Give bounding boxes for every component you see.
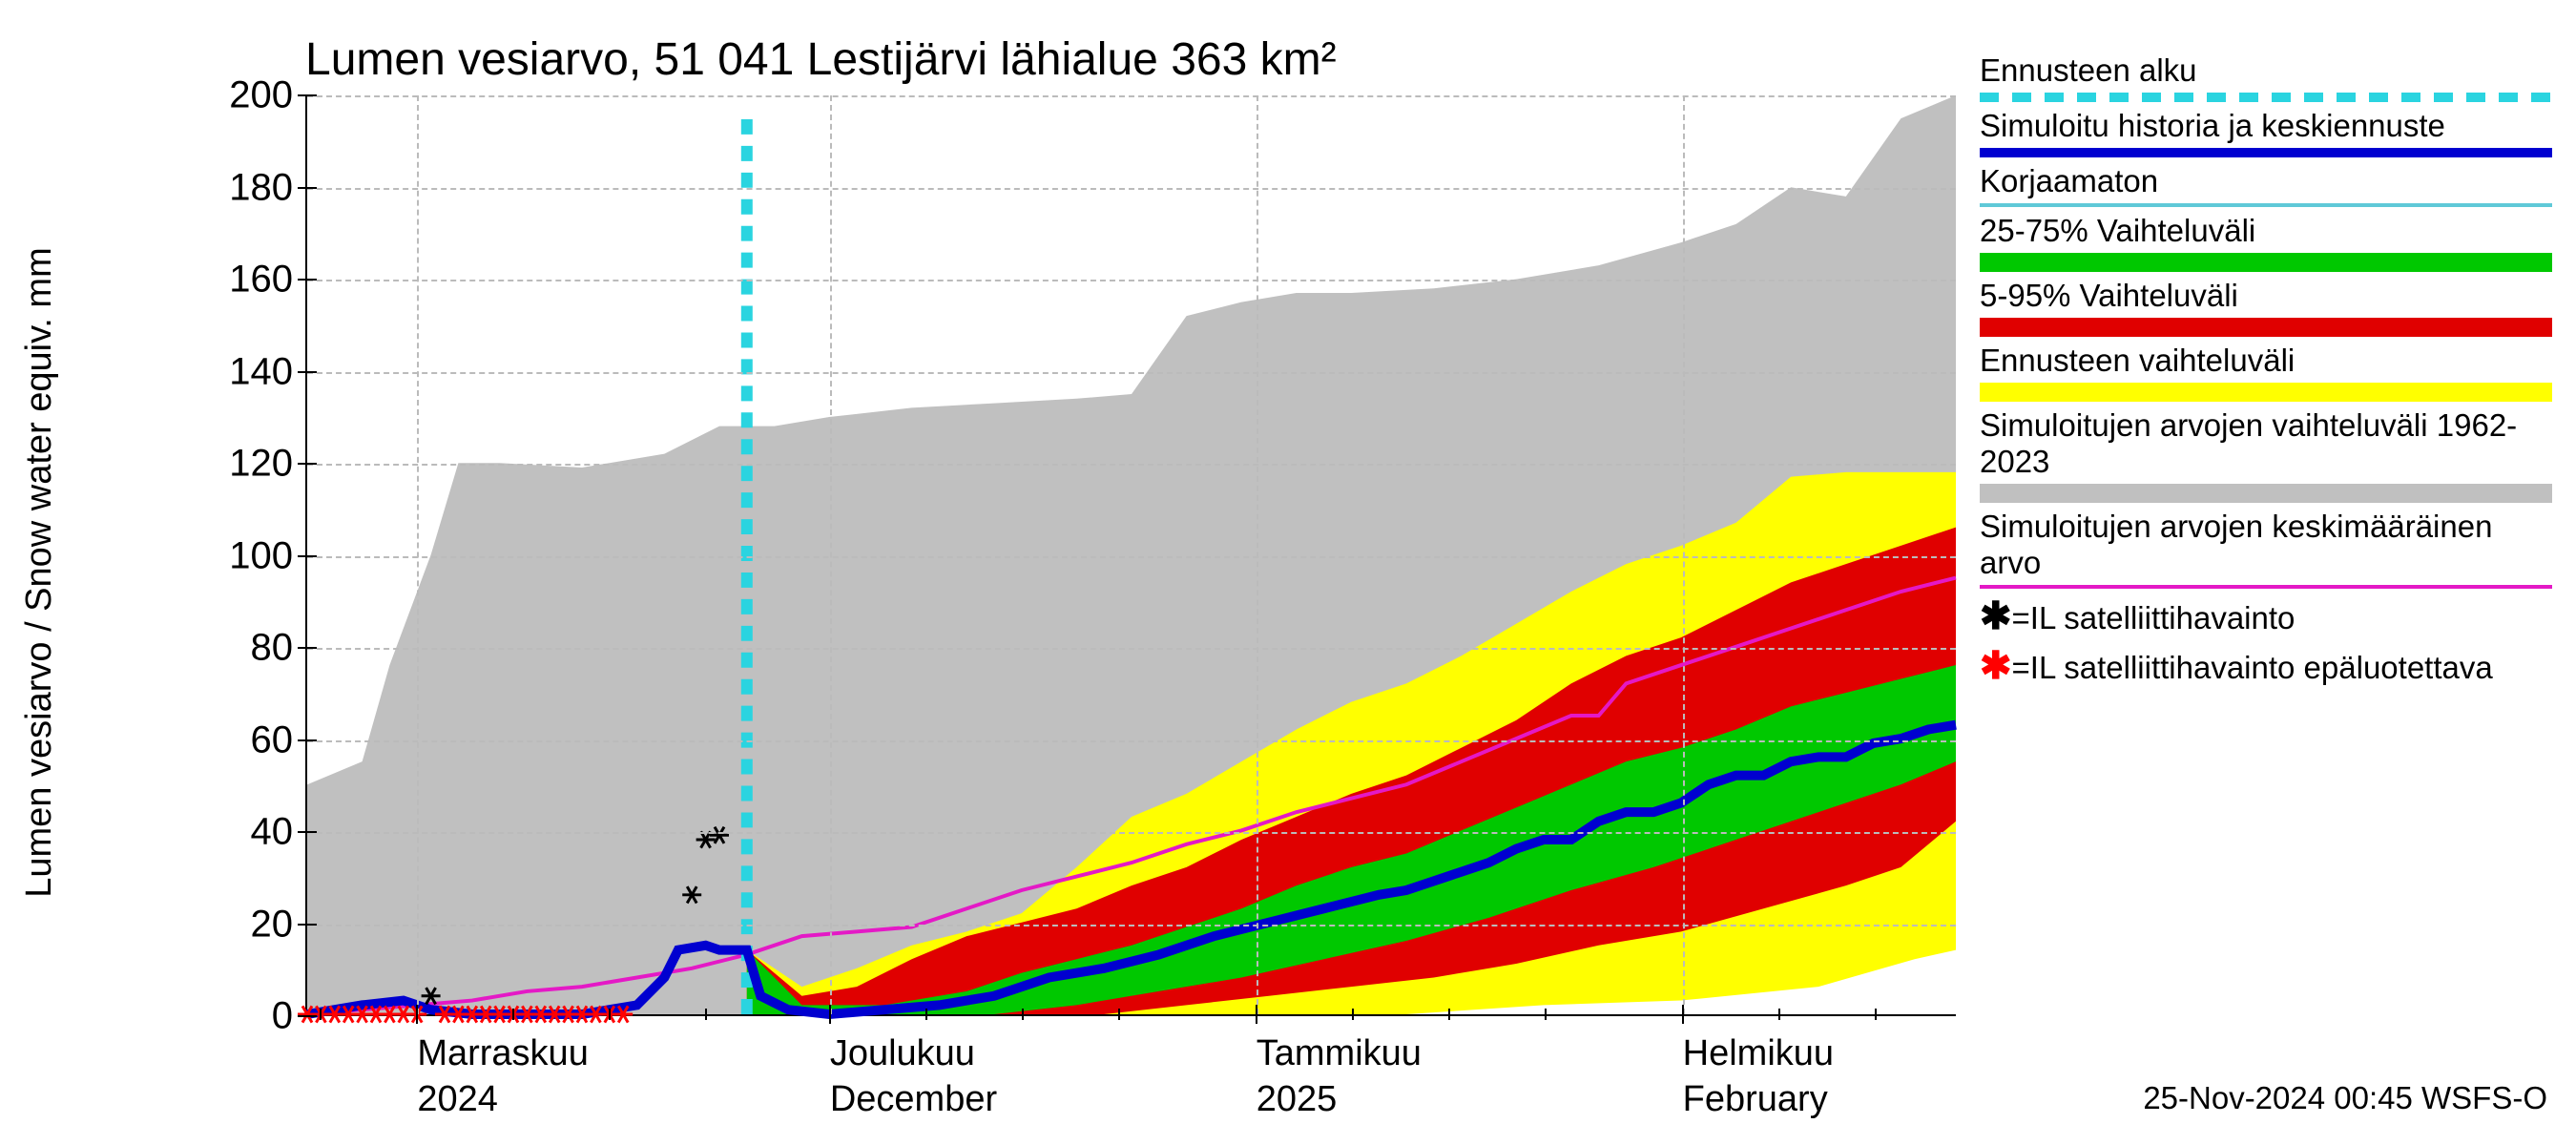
gridline-h [307,740,1956,742]
chart-title: Lumen vesiarvo, 51 041 Lestijärvi lähial… [305,33,1337,86]
y-tick-label: 140 [229,350,293,393]
legend-label: Simuloitujen arvojen vaihteluväli 1962-2… [1980,407,2552,480]
legend-item: Ennusteen alku [1980,52,2552,102]
y-tick [298,371,317,373]
x-tick [1682,1005,1684,1024]
legend-marker-icon: ✱ [1980,645,2012,687]
gridline-v [1257,95,1258,1014]
y-tick-label: 0 [272,995,293,1038]
legend-label: 25-75% Vaihteluväli [1980,213,2552,249]
y-tick-label: 200 [229,74,293,117]
gridline-h [307,648,1956,650]
legend-swatch [1980,484,2552,503]
legend-item: 5-95% Vaihteluväli [1980,278,2552,337]
y-axis-label: Lumen vesiarvo / Snow water equiv. mm [19,247,60,897]
legend-swatch [1980,585,2552,589]
gridline-h [307,280,1956,281]
x-minor-tick [1778,1009,1780,1020]
y-tick [298,463,317,465]
gridline-h [307,925,1956,926]
legend-label: 5-95% Vaihteluväli [1980,278,2552,314]
y-tick-label: 100 [229,534,293,577]
gridline-h [307,95,1956,97]
y-tick [298,555,317,557]
legend-item: Ennusteen vaihteluväli [1980,343,2552,402]
x-minor-tick [1448,1009,1450,1020]
x-tick-label: HelmikuuFebruary [1683,1031,1834,1122]
gridline-v [1683,95,1685,1014]
x-minor-tick [609,1009,611,1020]
y-tick-label: 180 [229,166,293,209]
legend-marker-icon: ✱ [1980,595,2012,637]
legend-item: Simuloitu historia ja keskiennuste [1980,108,2552,157]
x-tick [416,1005,418,1024]
legend-swatch [1980,318,2552,337]
legend-item: ✱=IL satelliittihavainto [1980,594,2552,638]
y-tick [298,1015,317,1017]
x-tick-label: Marraskuu2024 [417,1031,589,1122]
x-minor-tick [512,1009,514,1020]
legend-label: Simuloitujen arvojen keskimääräinen arvo [1980,509,2552,581]
legend-swatch [1980,93,2552,102]
x-minor-tick [925,1009,927,1020]
legend-item: Korjaamaton [1980,163,2552,207]
x-tick [829,1005,831,1024]
gridline-h [307,372,1956,374]
gridline-v [830,95,832,1014]
y-tick [298,647,317,649]
legend-label: ✱=IL satelliittihavainto [1980,594,2552,638]
legend-label: Simuloitu historia ja keskiennuste [1980,108,2552,144]
y-tick-label: 120 [229,443,293,486]
legend-swatch [1980,383,2552,402]
x-tick-label: Tammikuu2025 [1257,1031,1422,1122]
legend-swatch [1980,203,2552,207]
x-minor-tick [320,1009,322,1020]
legend-label: Ennusteen vaihteluväli [1980,343,2552,379]
x-tick-label: JoulukuuDecember [830,1031,997,1122]
chart-container: Lumen vesiarvo / Snow water equiv. mm Lu… [0,0,2576,1145]
y-tick-label: 160 [229,259,293,302]
gridline-h [307,188,1956,190]
y-tick [298,739,317,741]
x-minor-tick [1352,1009,1354,1020]
x-minor-tick [705,1009,707,1020]
y-tick [298,187,317,189]
legend-swatch [1980,253,2552,272]
timestamp-label: 25-Nov-2024 00:45 WSFS-O [2143,1080,2547,1116]
legend: Ennusteen alku Simuloitu historia ja kesk… [1980,52,2552,694]
legend-item: 25-75% Vaihteluväli [1980,213,2552,272]
plot-area: 020406080100120140160180200Marraskuu2024… [305,95,1956,1016]
legend-swatch [1980,148,2552,157]
y-tick [298,94,317,96]
x-minor-tick [1118,1009,1120,1020]
legend-item: ✱=IL satelliittihavainto epäluotettava [1980,644,2552,688]
legend-item: Simuloitujen arvojen keskimääräinen arvo [1980,509,2552,589]
x-tick [1256,1005,1257,1024]
plot-svg [307,95,1956,1014]
gridline-h [307,556,1956,558]
x-minor-tick [1545,1009,1547,1020]
y-tick [298,279,317,281]
gridline-h [307,832,1956,834]
y-tick [298,831,317,833]
x-minor-tick [1022,1009,1024,1020]
legend-label: ✱=IL satelliittihavainto epäluotettava [1980,644,2552,688]
y-tick-label: 60 [251,718,294,761]
gridline-v [417,95,419,1014]
legend-label: Ennusteen alku [1980,52,2552,89]
y-tick-label: 80 [251,627,294,670]
legend-item: Simuloitujen arvojen vaihteluväli 1962-2… [1980,407,2552,503]
gridline-h [307,464,1956,466]
y-tick-label: 20 [251,903,294,946]
x-minor-tick [1875,1009,1877,1020]
legend-label: Korjaamaton [1980,163,2552,199]
y-tick [298,924,317,926]
y-tick-label: 40 [251,811,294,854]
